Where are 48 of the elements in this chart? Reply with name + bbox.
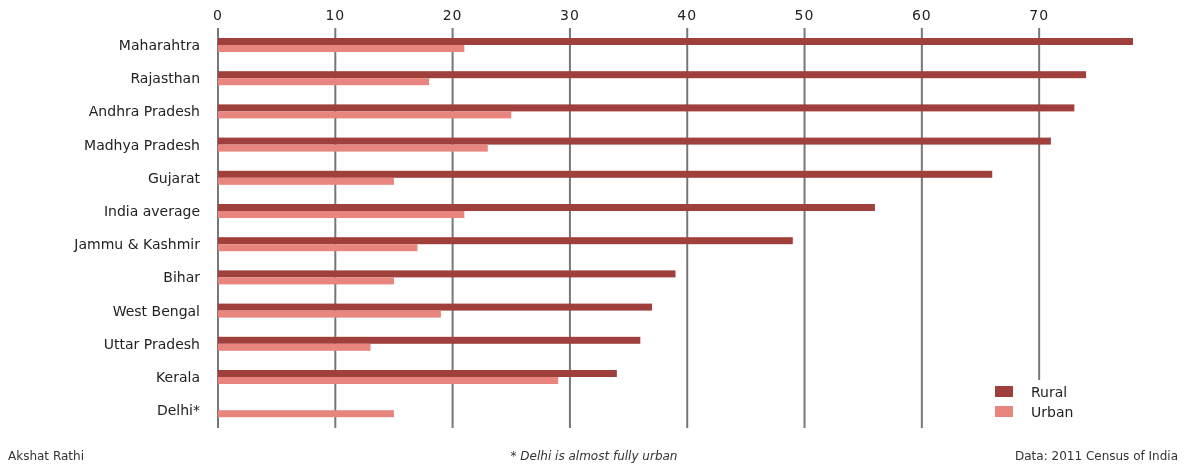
- x-tick-label: 60: [911, 7, 932, 23]
- legend-label: Urban: [1031, 404, 1074, 420]
- text: Data: 2011 Census of India: [1015, 449, 1178, 463]
- y-tick-label: Bihar: [163, 269, 201, 286]
- y-tick-label: Madhya Pradesh: [84, 136, 200, 153]
- bar: [218, 45, 465, 52]
- bar: [218, 144, 488, 152]
- bar: [218, 204, 875, 211]
- bar: [218, 310, 441, 318]
- y-tick-label: Maharahtra: [118, 37, 200, 53]
- bar: [218, 343, 371, 351]
- x-tick-label: 50: [794, 7, 815, 23]
- bar: [218, 177, 394, 185]
- x-tick-label: 0: [213, 7, 223, 23]
- bar: [218, 104, 1075, 112]
- y-tick-label: Kerala: [156, 369, 200, 385]
- y-tick-label: Jammu & Kashmir: [73, 236, 201, 253]
- y-tick-label: Gujarat: [147, 169, 201, 186]
- x-tick-label: 20: [442, 7, 463, 23]
- bar: [218, 111, 512, 119]
- text: Akshat Rathi: [8, 449, 84, 463]
- bar: [218, 270, 676, 278]
- bar: [218, 336, 641, 344]
- y-tick-label: Uttar Pradesh: [103, 335, 200, 352]
- bar: [218, 244, 418, 252]
- x-tick-label: 10: [325, 7, 346, 23]
- y-tick-label: India average: [103, 203, 200, 219]
- x-tick-label: 70: [1029, 7, 1050, 23]
- y-tick-label: Andhra Pradesh: [88, 103, 200, 120]
- bar: [218, 211, 465, 218]
- bar: [218, 38, 1133, 45]
- bar: [218, 303, 653, 311]
- y-tick-label: West Bengal: [112, 302, 200, 319]
- y-tick-label: Rajasthan: [130, 70, 200, 87]
- bar: [218, 410, 394, 418]
- bar: [218, 277, 394, 285]
- bar: [218, 170, 993, 178]
- bar: [218, 78, 430, 86]
- bar: [218, 71, 1087, 79]
- text: * Delhi is almost fully urban: [510, 449, 678, 463]
- bar: [218, 237, 793, 245]
- bar: [218, 137, 1051, 145]
- x-tick-label: 30: [560, 7, 580, 23]
- y-tick-label: Delhi*: [156, 402, 200, 419]
- x-tick-label: 40: [677, 7, 698, 23]
- bar: [218, 377, 559, 384]
- bar: [218, 370, 617, 377]
- legend-label: Rural: [1031, 384, 1068, 400]
